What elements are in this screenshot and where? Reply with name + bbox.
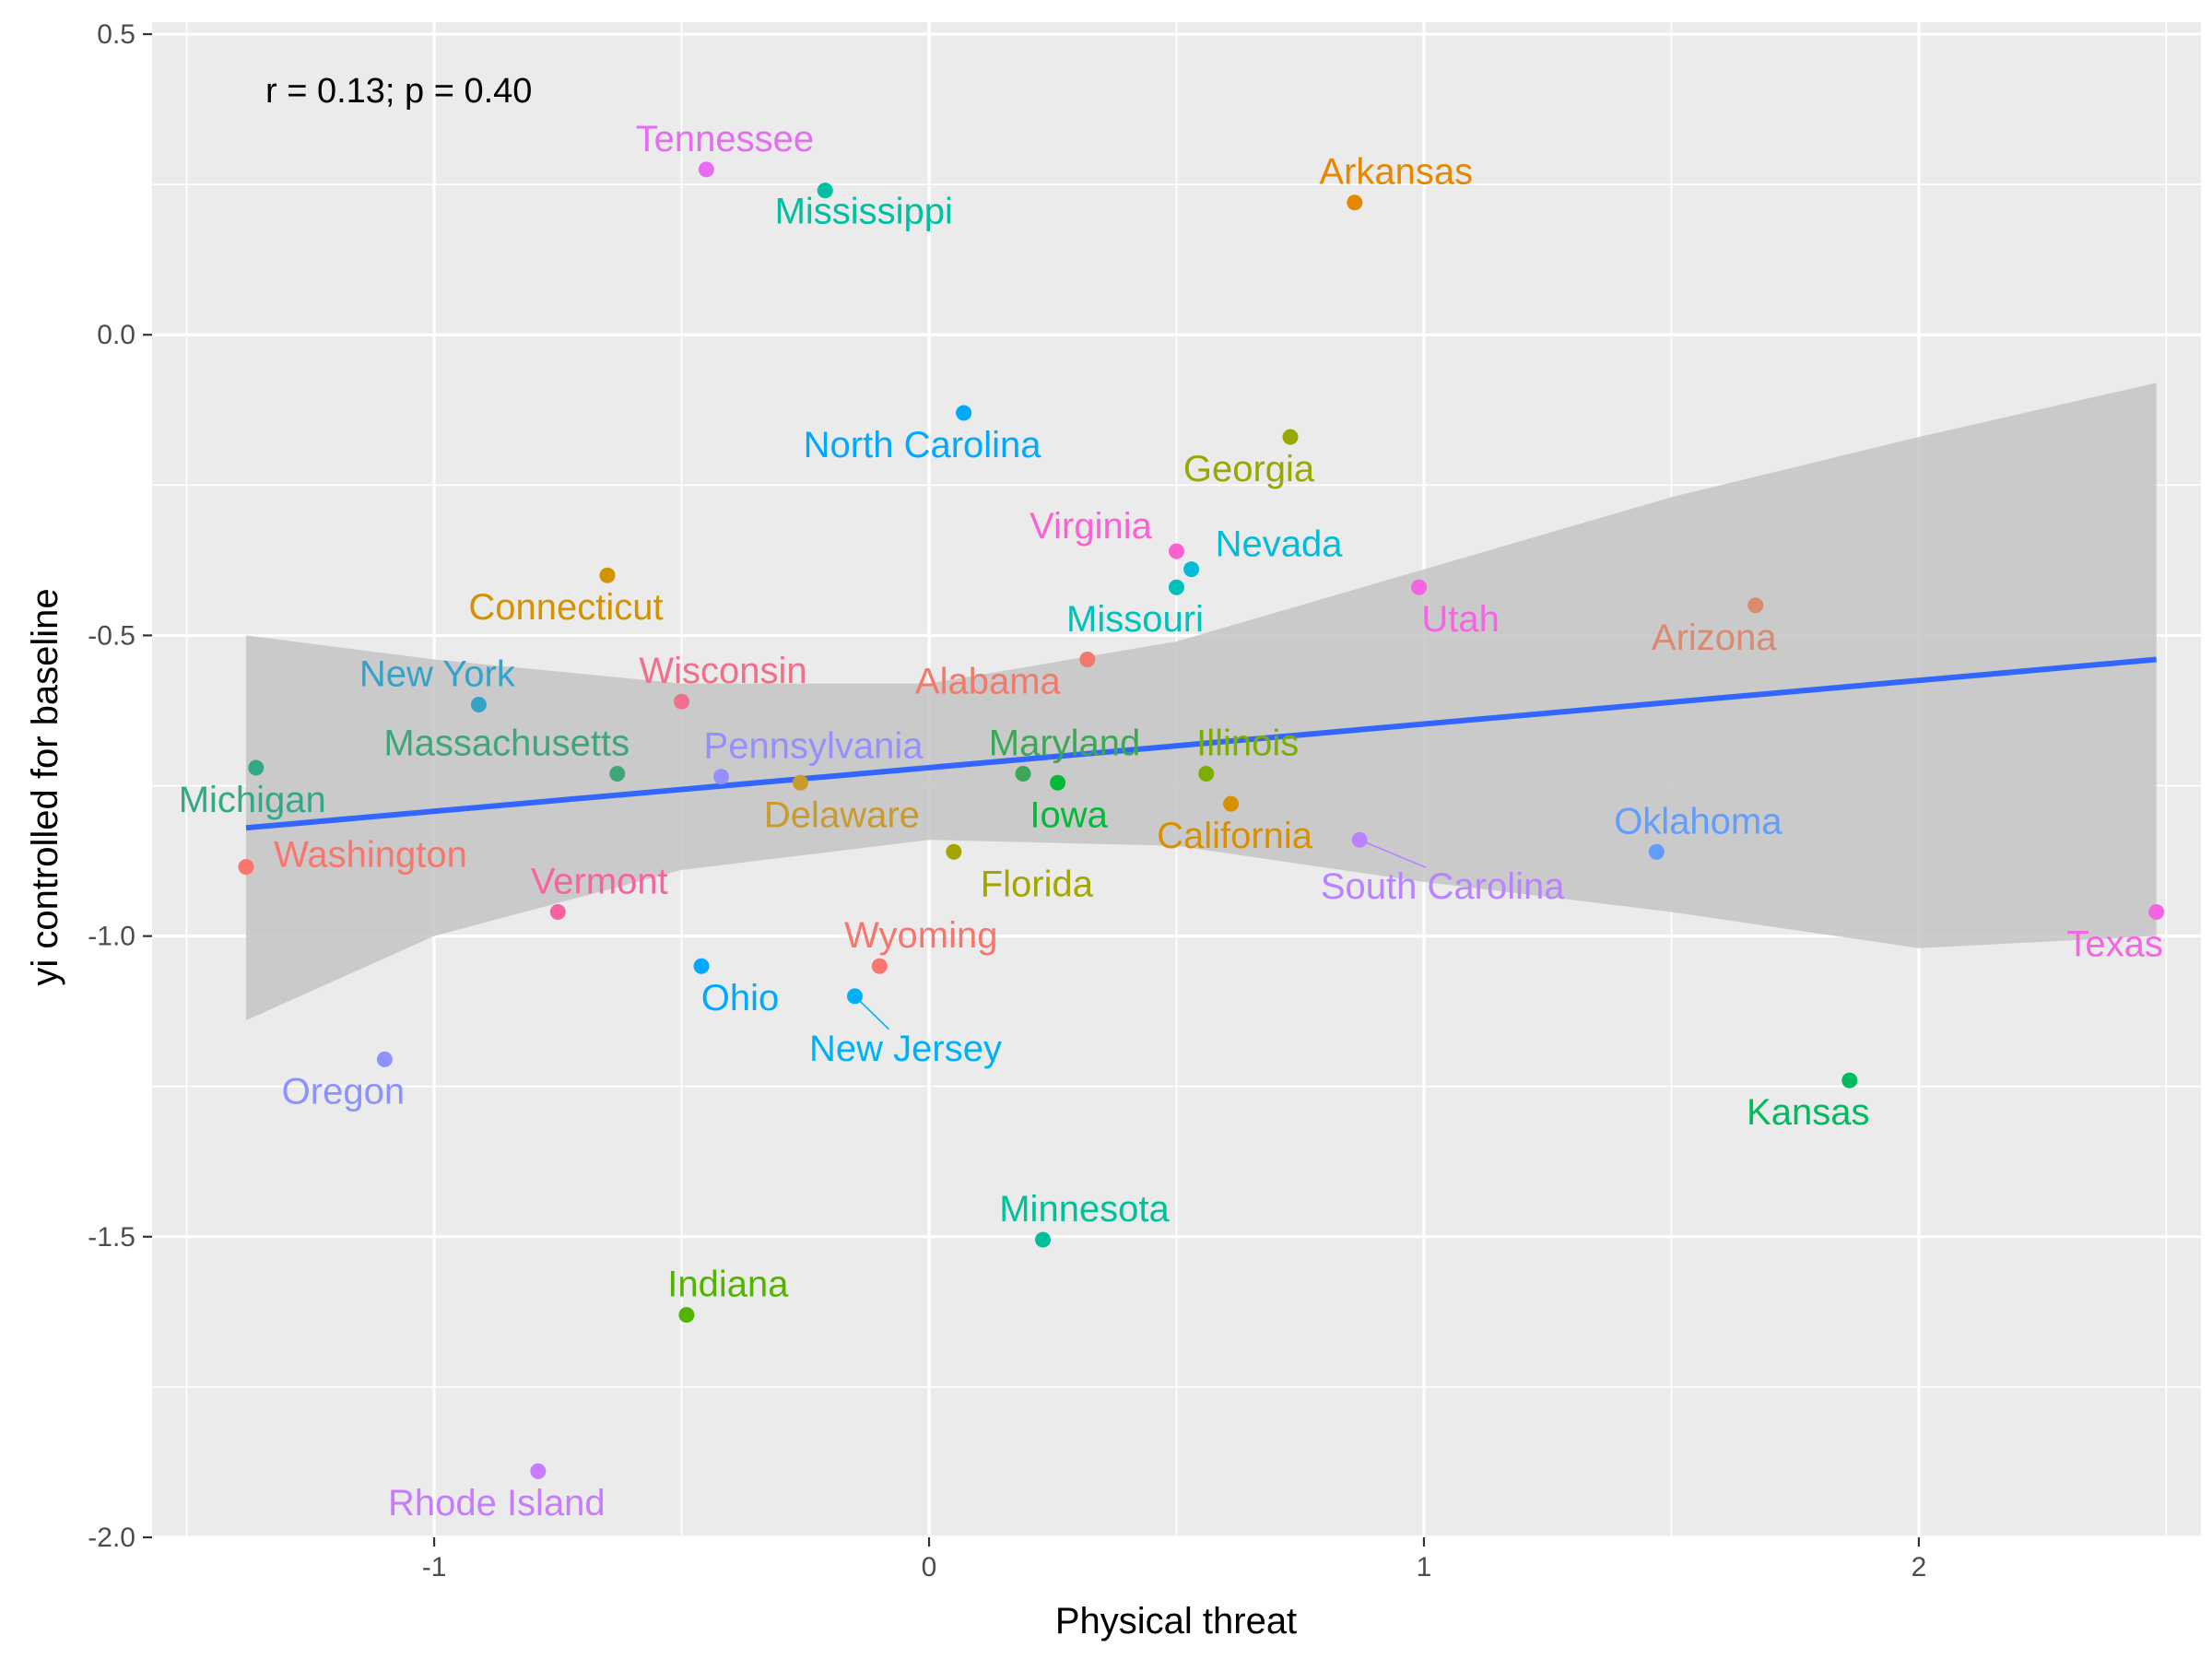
point-kansas [1841,1072,1858,1088]
x-axis-title: Physical threat [1055,1601,1297,1641]
point-alabama [1079,652,1096,668]
label-wyoming: Wyoming [844,915,997,956]
label-rhode-island: Rhode Island [388,1483,606,1524]
label-virginia: Virginia [1030,506,1152,547]
point-ohio [693,958,710,974]
label-north-carolina: North Carolina [804,425,1042,465]
y-axis: 0.5 0.0 -0.5 -1.0 -1.5 -2.0 [88,19,152,1553]
x-tick-label: 1 [1417,1552,1432,1583]
label-kansas: Kansas [1747,1092,1869,1133]
point-new-jersey [846,988,863,1005]
point-michigan [248,759,265,776]
label-delaware: Delaware [764,794,920,835]
label-pennsylvania: Pennsylvania [704,726,924,767]
point-arkansas [1347,194,1363,211]
point-arizona [1747,597,1764,614]
correlation-annotation: r = 0.13; p = 0.40 [265,72,532,111]
point-oregon [376,1051,393,1067]
label-maryland: Maryland [989,723,1141,763]
label-tennessee: Tennessee [636,119,814,159]
y-tick-label: 0.5 [97,19,135,50]
label-florida: Florida [981,864,1094,904]
label-leader-lines [853,839,1427,1030]
x-tick-label: -1 [422,1552,447,1583]
label-utah: Utah [1421,599,1500,640]
label-connecticut: Connecticut [468,587,663,628]
y-tick-label: -1.0 [88,922,135,952]
confidence-band [246,382,2157,1020]
point-nevada [1183,561,1200,578]
label-michigan: Michigan [179,780,326,820]
y-axis-title: yi controlled for baseline [25,588,65,985]
label-missouri: Missouri [1066,599,1204,640]
label-georgia: Georgia [1183,449,1315,489]
label-massachusetts: Massachusetts [383,723,629,763]
point-oklahoma [1648,843,1665,860]
point-virginia [1169,543,1184,559]
label-mississippi: Mississippi [775,192,953,232]
label-alabama: Alabama [915,662,1062,702]
x-axis: -1 0 1 2 [422,1537,1927,1583]
label-arkansas: Arkansas [1319,152,1473,193]
label-texas: Texas [2066,924,2163,965]
point-washington [238,859,254,876]
point-utah [1411,579,1428,595]
y-tick-label: 0.0 [97,320,135,350]
label-new-jersey: New Jersey [809,1029,1002,1069]
point-florida [946,843,962,860]
point-wyoming [871,958,888,974]
regression-line [245,656,2157,831]
label-california: California [1157,816,1313,856]
point-new-york [470,696,487,712]
label-nevada: Nevada [1216,524,1344,565]
leader-south-carolina [1359,839,1427,868]
point-south-carolina [1351,831,1368,848]
point-massachusetts [609,765,626,782]
x-tick-label: 0 [922,1552,937,1583]
label-ohio: Ohio [701,978,780,1018]
point-wisconsin [674,693,690,710]
point-texas [2148,904,2165,921]
y-tick-label: -0.5 [88,620,135,651]
label-minnesota: Minnesota [999,1189,1170,1230]
label-illinois: Illinois [1196,723,1299,763]
point-connecticut [599,567,616,583]
label-oklahoma: Oklahoma [1614,801,1783,841]
point-tennessee [698,161,714,178]
point-california [1223,795,1240,812]
label-oregon: Oregon [282,1071,405,1112]
point-mississippi [817,182,833,199]
point-georgia [1282,429,1299,445]
label-wisconsin: Wisconsin [639,651,806,691]
label-iowa: Iowa [1030,794,1108,835]
point-missouri [1169,579,1184,595]
point-iowa [1050,774,1066,791]
point-minnesota [1035,1231,1052,1248]
point-pennsylvania [713,769,729,785]
label-arizona: Arizona [1652,618,1777,658]
leader-new-jersey [853,995,890,1030]
point-labels: Tennessee Mississippi Arkansas North Caroli… [179,119,2163,1524]
point-north-carolina [956,405,972,421]
point-vermont [549,904,566,921]
label-washington: Washington [274,835,467,876]
point-indiana [678,1307,695,1324]
x-tick-label: 2 [1912,1552,1927,1583]
label-vermont: Vermont [531,862,668,902]
point-rhode-island [530,1463,547,1479]
label-indiana: Indiana [667,1265,789,1305]
point-illinois [1198,765,1215,782]
label-new-york: New York [359,653,516,694]
y-tick-label: -1.5 [88,1222,135,1253]
point-delaware [792,774,808,791]
data-points [238,161,2165,1479]
y-tick-label: -2.0 [88,1523,135,1553]
label-south-carolina: South Carolina [1321,866,1565,907]
point-maryland [1015,765,1031,782]
